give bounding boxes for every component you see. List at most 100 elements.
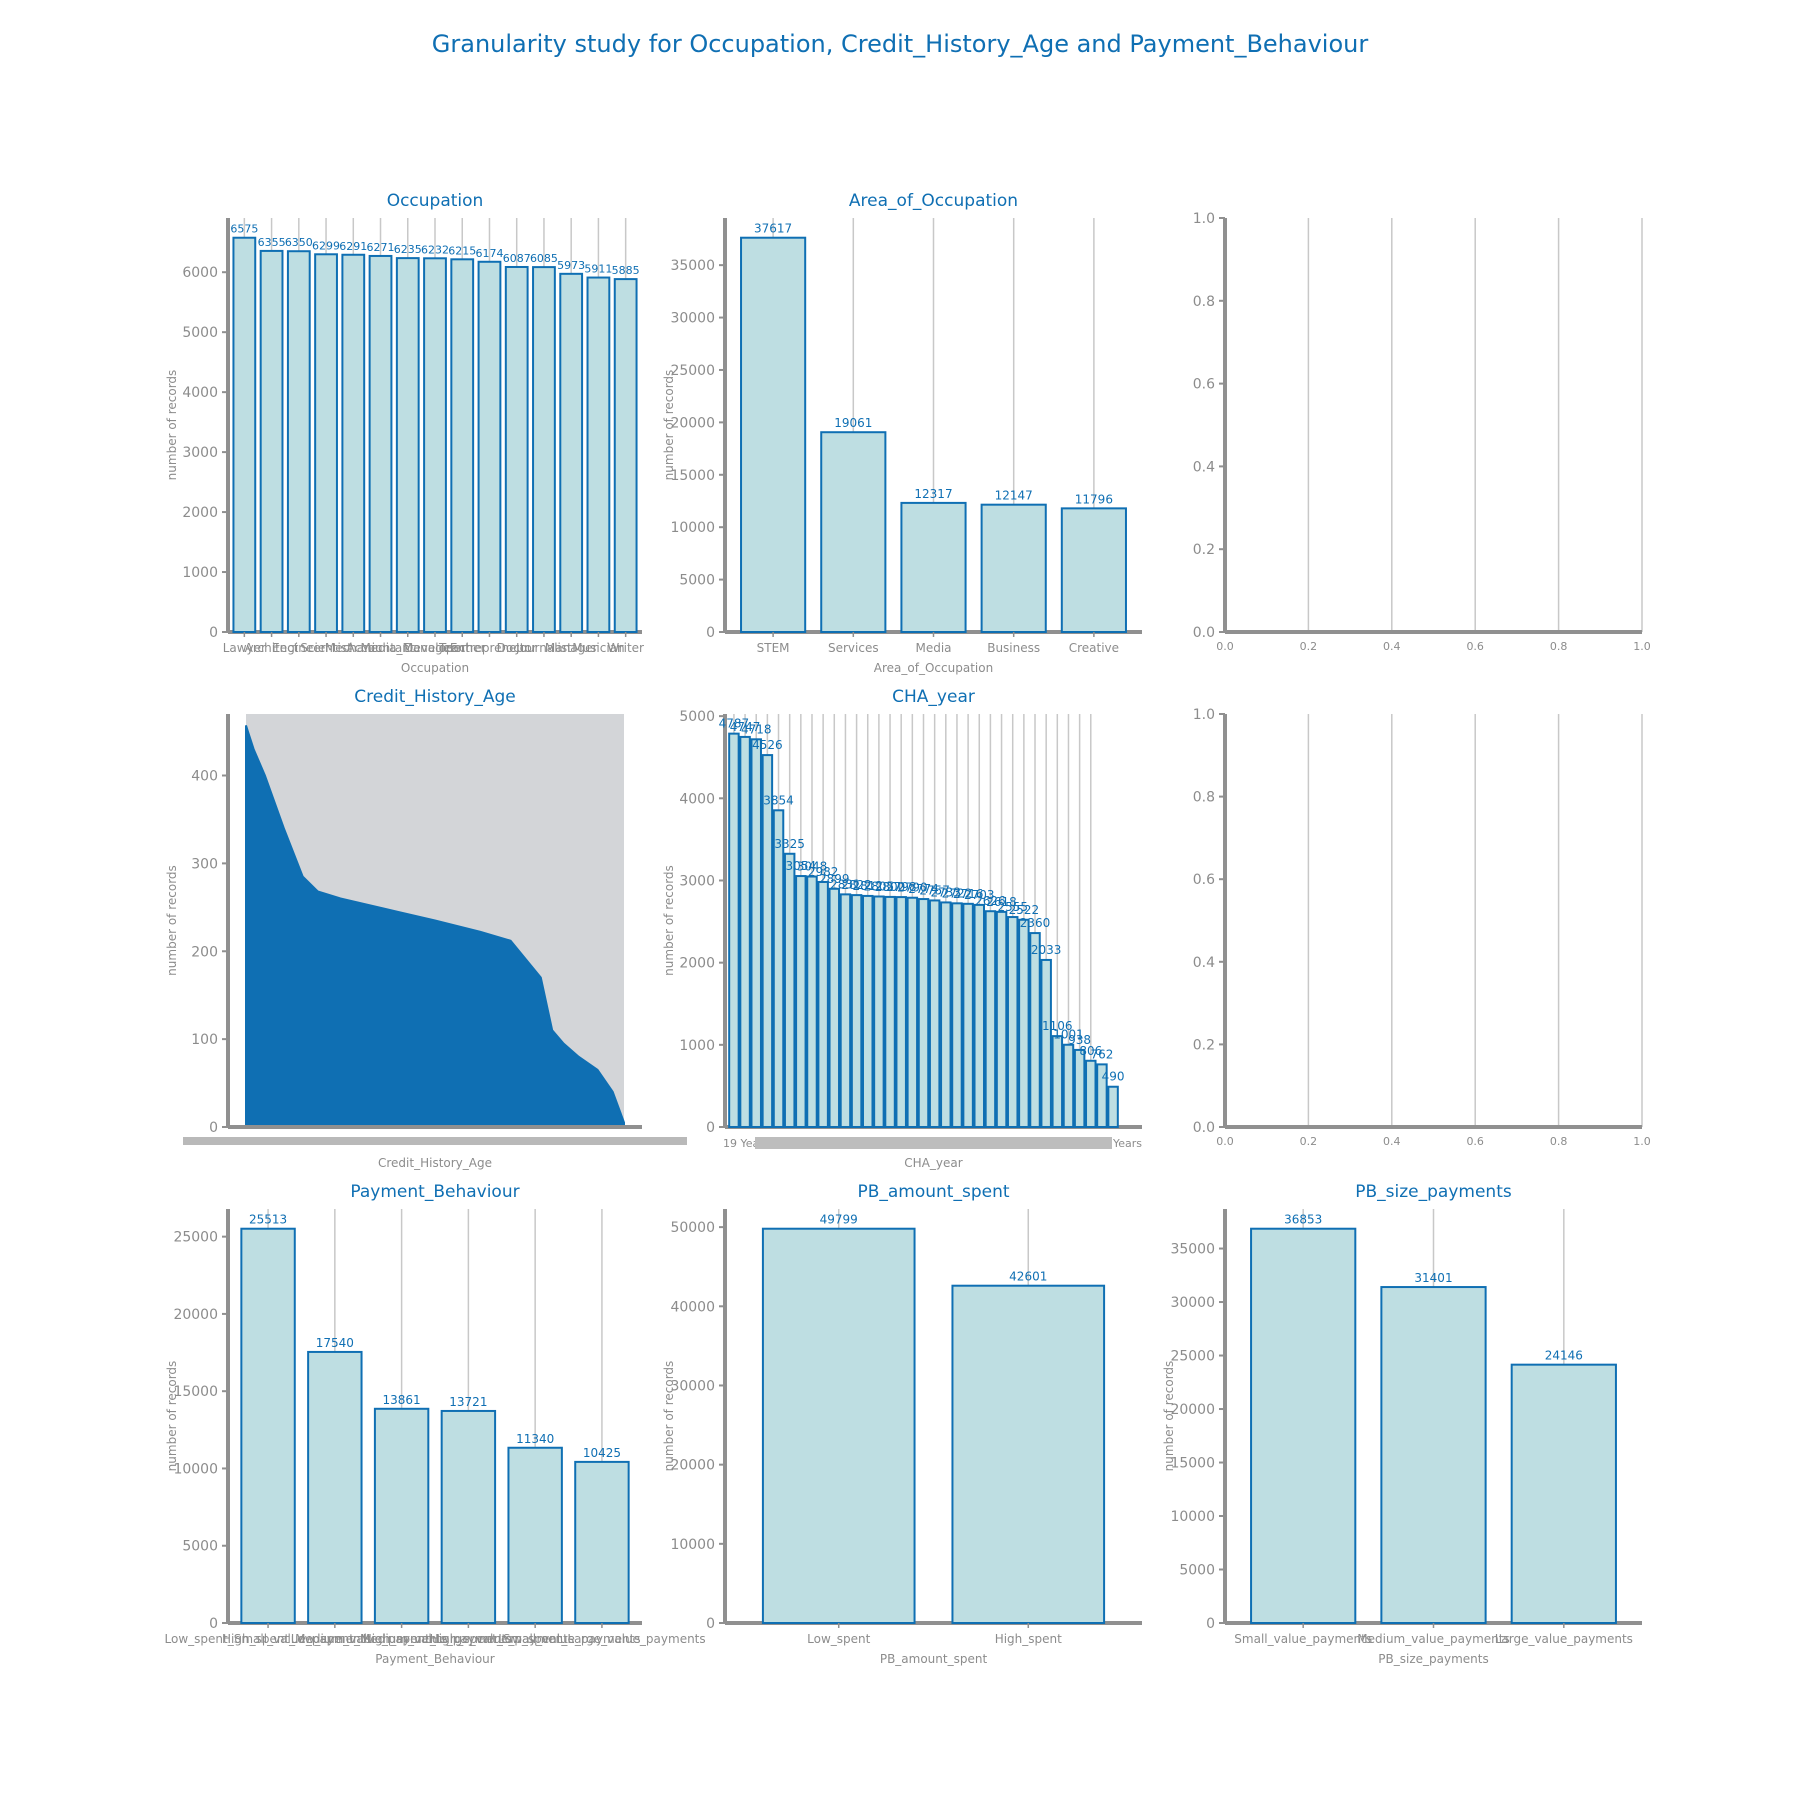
bar-value-label: 2805 bbox=[864, 880, 895, 894]
x-tick-label: Scientist bbox=[300, 641, 352, 655]
x-tick-label: STEM bbox=[757, 641, 790, 655]
x-tick-label: Journalist bbox=[515, 641, 572, 655]
bar bbox=[574, 1460, 630, 1625]
x-tick-label: 0.2 bbox=[1300, 1135, 1318, 1148]
bar bbox=[862, 894, 874, 1128]
x-tick-label: 0.4 bbox=[1383, 640, 1401, 653]
x-tick-label: 0.6 bbox=[1466, 640, 1484, 653]
bar bbox=[917, 898, 930, 1128]
bar-value-label: 2812 bbox=[852, 879, 883, 893]
bar bbox=[1018, 918, 1030, 1128]
y-tick-label: 40000 bbox=[670, 1299, 715, 1315]
bar bbox=[450, 258, 475, 633]
bar-value-label: 2703 bbox=[964, 888, 995, 902]
bar-value-label: 1001 bbox=[1053, 1028, 1084, 1042]
x-tick-label: Low_spent_Small_value_payments bbox=[165, 1632, 372, 1646]
y-axis-label: number of records bbox=[165, 370, 179, 481]
x-axis-label: Credit_History_Age bbox=[378, 1156, 492, 1170]
x-axis-label: CHA_year bbox=[904, 1156, 962, 1170]
bar-value-label: 2618 bbox=[986, 895, 1017, 909]
subplot-area-of-occupation: 0 5000 10000 15000 20000 25000 30000 35000 37617… bbox=[662, 191, 1142, 675]
y-tick-label: 25000 bbox=[1170, 1349, 1215, 1365]
y-tick-label: 25000 bbox=[670, 363, 715, 379]
subplot-pb-amount-spent: 0 10000 20000 30000 40000 50000 49799 Low_spent… bbox=[662, 1182, 1142, 1666]
bar-value-label: 2626 bbox=[975, 894, 1006, 908]
y-tick-label: 5000 bbox=[679, 573, 715, 589]
bar-value-label: 6271 bbox=[367, 241, 395, 254]
bar bbox=[1006, 916, 1019, 1129]
y-tick-label: 300 bbox=[191, 856, 218, 872]
x-axis-label: PB_amount_spent bbox=[880, 1652, 988, 1666]
bar-value-label: 3325 bbox=[774, 837, 805, 851]
y-tick-label: 0.4 bbox=[1193, 459, 1215, 475]
bar-value-label: 4747 bbox=[730, 720, 761, 734]
bar-value-label: 6085 bbox=[530, 252, 558, 265]
bar-value-label: 2774 bbox=[908, 882, 939, 896]
bar-value-label: 938 bbox=[1068, 1033, 1091, 1047]
y-axis-label: number of records bbox=[165, 865, 179, 976]
bar-value-label: 11340 bbox=[516, 1432, 554, 1446]
bar-value-label: 4787 bbox=[719, 717, 750, 731]
x-tick-label: Lawyer bbox=[223, 641, 266, 655]
y-tick-label: 3000 bbox=[679, 873, 715, 889]
x-tick-label: 0.8 bbox=[1550, 640, 1568, 653]
y-tick-label: 10000 bbox=[670, 1537, 715, 1553]
y-tick-label: 0 bbox=[209, 625, 218, 641]
x-axis-label: Occupation bbox=[401, 661, 469, 675]
bar-value-label: 2522 bbox=[1009, 903, 1040, 917]
bar bbox=[928, 899, 941, 1129]
bar bbox=[772, 809, 785, 1128]
bar-value-label: 2033 bbox=[1031, 943, 1062, 957]
bar bbox=[1107, 1085, 1119, 1128]
bar bbox=[973, 903, 985, 1129]
subplot-title: PB_size_payments bbox=[1355, 1182, 1512, 1202]
bar bbox=[951, 902, 963, 1129]
bar-value-label: 2982 bbox=[808, 865, 839, 879]
bar bbox=[613, 278, 638, 633]
x-tick-label: Doctor bbox=[497, 641, 537, 655]
bar bbox=[232, 236, 257, 633]
y-tick-label: 2000 bbox=[679, 956, 715, 972]
x-axis-label: Payment_Behaviour bbox=[375, 1652, 494, 1666]
y-tick-label: 10000 bbox=[173, 1461, 218, 1477]
bar-value-label: 6350 bbox=[285, 236, 313, 249]
bar bbox=[795, 875, 807, 1128]
y-tick-label: 100 bbox=[191, 1032, 218, 1048]
bar bbox=[761, 754, 774, 1128]
y-tick-label: 0 bbox=[706, 1616, 715, 1632]
bar bbox=[995, 910, 1008, 1129]
y-tick-label: 0 bbox=[1206, 1616, 1215, 1632]
bar-value-label: 2722 bbox=[942, 886, 973, 900]
x-tick-label: 0.2 bbox=[1300, 640, 1318, 653]
y-tick-label: 15000 bbox=[670, 468, 715, 484]
y-tick-label: 4000 bbox=[182, 385, 218, 401]
y-tick-label: 0 bbox=[209, 1120, 218, 1136]
bar bbox=[395, 257, 420, 633]
figure-title: Granularity study for Occupation, Credit… bbox=[431, 30, 1369, 58]
x-tick-label: Low_spent_Medium_value_payments bbox=[291, 1632, 513, 1646]
bar bbox=[984, 910, 997, 1128]
x-tick-label: High_spent_Small_value_payments bbox=[430, 1632, 641, 1646]
x-tick-label: 0.4 bbox=[1383, 1135, 1401, 1148]
y-tick-label: 10000 bbox=[670, 520, 715, 536]
bar-value-label: 6215 bbox=[448, 244, 476, 257]
bar bbox=[873, 895, 885, 1128]
x-tick-label: Media_Manager bbox=[360, 641, 455, 655]
y-tick-label: 20000 bbox=[1170, 1402, 1215, 1418]
bar bbox=[750, 738, 762, 1128]
bar bbox=[423, 257, 447, 633]
bar-value-label: 2899 bbox=[819, 872, 850, 886]
bar bbox=[940, 901, 952, 1128]
y-tick-label: 25000 bbox=[173, 1230, 218, 1246]
x-tick-label: Low_spent_Large_value_payments bbox=[498, 1632, 705, 1646]
subplot-title: Occupation bbox=[387, 191, 484, 211]
bar-value-label: 2757 bbox=[919, 883, 950, 897]
bar bbox=[314, 253, 338, 633]
bar-value-label: 6174 bbox=[475, 247, 503, 260]
y-tick-label: 400 bbox=[191, 769, 218, 785]
bar bbox=[850, 894, 863, 1128]
bar bbox=[895, 896, 907, 1128]
y-tick-label: 2000 bbox=[182, 505, 218, 521]
bar bbox=[586, 276, 611, 633]
y-tick-label: 5000 bbox=[1179, 1563, 1215, 1579]
